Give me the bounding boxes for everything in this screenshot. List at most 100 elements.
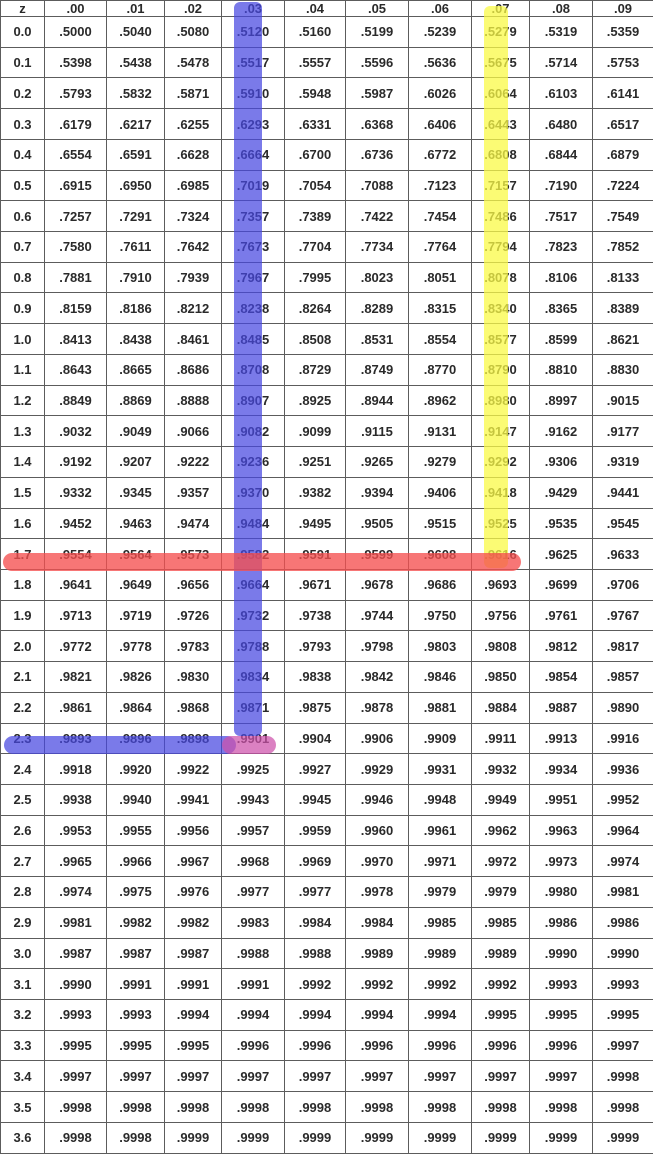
probability-cell: .9750 bbox=[408, 599, 472, 632]
probability-cell: .9671 bbox=[284, 568, 346, 601]
probability-cell: .9986 bbox=[592, 906, 653, 939]
probability-cell: .9977 bbox=[284, 876, 346, 908]
probability-cell: .9772 bbox=[44, 630, 107, 663]
probability-cell: .9931 bbox=[408, 753, 472, 785]
probability-cell: .5793 bbox=[44, 77, 107, 110]
probability-cell: .9997 bbox=[44, 1060, 107, 1093]
probability-cell: .7019 bbox=[221, 169, 285, 202]
probability-cell: .9911 bbox=[471, 722, 530, 755]
probability-cell: .9997 bbox=[471, 1060, 530, 1093]
probability-cell: .5753 bbox=[592, 46, 653, 79]
probability-cell: .9394 bbox=[345, 476, 409, 509]
probability-cell: .9429 bbox=[529, 476, 593, 509]
table-row: 3.5.9998.9998.9998.9998.9998.9998.9998.9… bbox=[0, 1091, 653, 1123]
probability-cell: .8770 bbox=[408, 353, 472, 386]
probability-cell: .9881 bbox=[408, 691, 472, 724]
probability-cell: .9936 bbox=[592, 753, 653, 785]
z-value-cell: 1.1 bbox=[0, 353, 45, 386]
probability-cell: .9975 bbox=[106, 876, 165, 908]
probability-cell: .9948 bbox=[408, 783, 472, 816]
probability-cell: .9406 bbox=[408, 476, 472, 509]
probability-cell: .9999 bbox=[529, 1121, 593, 1154]
probability-cell: .9826 bbox=[106, 661, 165, 693]
probability-cell: .9946 bbox=[345, 783, 409, 816]
probability-cell: .5636 bbox=[408, 46, 472, 79]
probability-cell: .8962 bbox=[408, 384, 472, 417]
probability-cell: .9998 bbox=[529, 1091, 593, 1123]
probability-cell: .9357 bbox=[164, 476, 222, 509]
z-value-cell: 2.2 bbox=[0, 691, 45, 724]
probability-cell: .9995 bbox=[471, 999, 530, 1031]
table-row: 2.7.9965.9966.9967.9968.9969.9970.9971.9… bbox=[0, 845, 653, 878]
probability-cell: .6950 bbox=[106, 169, 165, 202]
probability-cell: .9980 bbox=[529, 876, 593, 908]
probability-cell: .9996 bbox=[221, 1029, 285, 1062]
probability-cell: .9978 bbox=[345, 876, 409, 908]
probability-cell: .9998 bbox=[345, 1091, 409, 1123]
probability-cell: .8212 bbox=[164, 292, 222, 325]
probability-cell: .9693 bbox=[471, 568, 530, 601]
probability-cell: .9984 bbox=[284, 906, 346, 939]
table-row: 1.5.9332.9345.9357.9370.9382.9394.9406.9… bbox=[0, 476, 653, 509]
probability-cell: .9573 bbox=[164, 538, 222, 570]
z-value-cell: 2.5 bbox=[0, 783, 45, 816]
probability-cell: .7642 bbox=[164, 231, 222, 263]
probability-cell: .8340 bbox=[471, 292, 530, 325]
table-row: 3.2.9993.9993.9994.9994.9994.9994.9994.9… bbox=[0, 999, 653, 1031]
probability-cell: .5279 bbox=[471, 16, 530, 48]
probability-cell: .9922 bbox=[164, 753, 222, 785]
header-col: .04 bbox=[284, 0, 346, 17]
probability-cell: .9484 bbox=[221, 507, 285, 540]
probability-cell: .9997 bbox=[221, 1060, 285, 1093]
probability-cell: .5398 bbox=[44, 46, 107, 79]
probability-cell: .9990 bbox=[44, 968, 107, 1000]
probability-cell: .8729 bbox=[284, 353, 346, 386]
probability-cell: .9987 bbox=[164, 937, 222, 970]
z-value-cell: 3.3 bbox=[0, 1029, 45, 1062]
probability-cell: .9871 bbox=[221, 691, 285, 724]
z-value-cell: 1.0 bbox=[0, 323, 45, 355]
probability-cell: .8997 bbox=[529, 384, 593, 417]
probability-cell: .8810 bbox=[529, 353, 593, 386]
probability-cell: .6844 bbox=[529, 138, 593, 171]
probability-cell: .6331 bbox=[284, 108, 346, 140]
probability-cell: .9998 bbox=[284, 1091, 346, 1123]
probability-cell: .9803 bbox=[408, 630, 472, 663]
probability-cell: .9686 bbox=[408, 568, 472, 601]
probability-cell: .7224 bbox=[592, 169, 653, 202]
probability-cell: .9798 bbox=[345, 630, 409, 663]
z-value-cell: 3.5 bbox=[0, 1091, 45, 1123]
probability-cell: .7088 bbox=[345, 169, 409, 202]
probability-cell: .6179 bbox=[44, 108, 107, 140]
probability-cell: .9793 bbox=[284, 630, 346, 663]
header-row: z .00.01.02.03.04.05.06.07.08.09 bbox=[0, 0, 653, 17]
z-value-cell: 1.9 bbox=[0, 599, 45, 632]
table-row: 0.5.6915.6950.6985.7019.7054.7088.7123.7… bbox=[0, 169, 653, 202]
probability-cell: .9991 bbox=[164, 968, 222, 1000]
table-row: 3.6.9998.9998.9999.9999.9999.9999.9999.9… bbox=[0, 1121, 653, 1154]
probability-cell: .9893 bbox=[44, 722, 107, 755]
probability-cell: .9850 bbox=[471, 661, 530, 693]
probability-cell: .8980 bbox=[471, 384, 530, 417]
probability-cell: .8531 bbox=[345, 323, 409, 355]
probability-cell: .9999 bbox=[284, 1121, 346, 1154]
probability-cell: .8438 bbox=[106, 323, 165, 355]
z-value-cell: 2.3 bbox=[0, 722, 45, 755]
probability-cell: .5987 bbox=[345, 77, 409, 110]
table-row: 2.3.9893.9896.9898.9901.9904.9906.9909.9… bbox=[0, 722, 653, 755]
probability-cell: .9875 bbox=[284, 691, 346, 724]
probability-cell: .9916 bbox=[592, 722, 653, 755]
probability-cell: .9993 bbox=[44, 999, 107, 1031]
probability-cell: .9633 bbox=[592, 538, 653, 570]
probability-cell: .7939 bbox=[164, 261, 222, 294]
probability-cell: .9929 bbox=[345, 753, 409, 785]
probability-cell: .8413 bbox=[44, 323, 107, 355]
probability-cell: .9251 bbox=[284, 446, 346, 478]
probability-cell: .8023 bbox=[345, 261, 409, 294]
probability-cell: .7357 bbox=[221, 200, 285, 233]
probability-cell: .9279 bbox=[408, 446, 472, 478]
probability-cell: .9998 bbox=[106, 1091, 165, 1123]
table-row: 1.3.9032.9049.9066.9082.9099.9115.9131.9… bbox=[0, 415, 653, 448]
z-value-cell: 2.9 bbox=[0, 906, 45, 939]
probability-cell: .5871 bbox=[164, 77, 222, 110]
